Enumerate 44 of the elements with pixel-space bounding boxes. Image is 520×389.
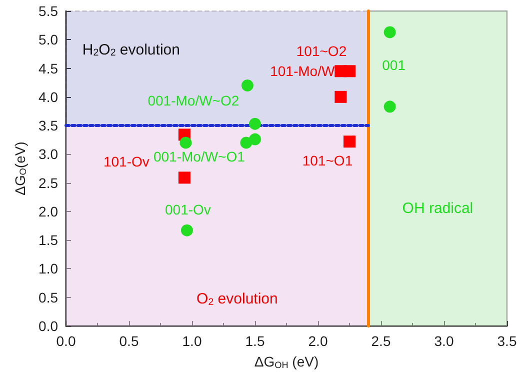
y-tick-label: 0.5	[38, 289, 58, 306]
annotation: 001-Ov	[165, 201, 211, 218]
point	[249, 118, 261, 130]
annotation: 101-Ov	[103, 154, 150, 170]
point	[384, 26, 396, 38]
x-axis-title: ΔGOH (eV)	[254, 354, 319, 370]
point	[344, 136, 356, 148]
annotation: 001-Mo/W~O2	[148, 92, 240, 108]
point	[180, 136, 192, 149]
annotation: 101-Mo/W	[270, 63, 336, 80]
y-axis-title: ΔGO(eV)	[12, 142, 28, 196]
y-tick-label: 2.5	[38, 174, 58, 191]
x-tick-label: 1.0	[182, 333, 202, 349]
annotation: 101~O2	[296, 43, 347, 60]
y-tick-label: 5.0	[38, 32, 58, 48]
point	[241, 79, 254, 92]
point	[249, 133, 261, 146]
y-tick-label: 2.0	[38, 203, 58, 220]
band-label: OH radical	[402, 200, 474, 217]
y-tick-label: 0.0	[38, 318, 58, 334]
point	[344, 65, 356, 78]
x-tick-label: 1.5	[245, 333, 265, 349]
annotation: 001	[382, 57, 406, 74]
x-tick-label: 3.0	[434, 333, 454, 349]
x-tick-label: 2.0	[308, 333, 328, 349]
y-tick-label: 1.0	[38, 260, 58, 277]
point	[384, 100, 396, 113]
annotation: 001-Mo/W~O1	[153, 148, 246, 165]
y-tick-label: 1.5	[38, 232, 58, 248]
y-tick-label: 4.5	[38, 60, 58, 76]
y-tick-label: 3.5	[38, 118, 58, 134]
y-tick-label: 5.5	[38, 3, 58, 19]
y-tick-label: 3.0	[38, 146, 58, 162]
point	[180, 224, 193, 236]
x-tick-label: 0.0	[56, 333, 76, 349]
x-tick-label: 0.5	[119, 333, 139, 349]
annotation: 101~O1	[302, 152, 353, 169]
point	[334, 90, 347, 103]
band-label: H2O2 evolution	[82, 41, 180, 59]
y-tick-label: 4.0	[38, 88, 58, 105]
x-tick-label: 2.5	[371, 333, 391, 349]
x-tick-label: 3.5	[497, 333, 517, 349]
band-label: O2 evolution	[196, 290, 278, 308]
point	[178, 172, 190, 184]
